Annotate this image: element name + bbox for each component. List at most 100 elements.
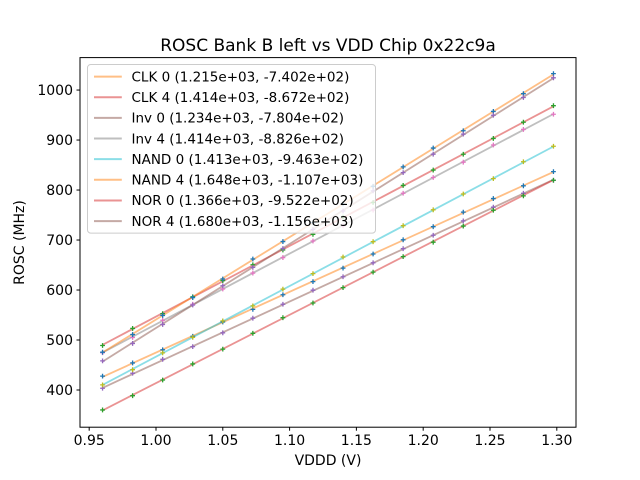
x-tick-label: 1.10: [274, 433, 305, 449]
x-axis-label: VDDD (V): [295, 453, 362, 469]
data-point: [310, 300, 316, 306]
data-point: [130, 360, 136, 366]
y-tick-label: 500: [46, 333, 73, 349]
data-point: [250, 315, 256, 321]
data-point: [490, 196, 496, 201]
data-point: [400, 183, 406, 188]
legend-item: CLK 0 (1.215e+03, -7.402e+02): [94, 69, 349, 85]
data-point: [520, 119, 526, 125]
plot-border: [79, 57, 577, 428]
data-point: [340, 274, 346, 280]
data-point: [190, 302, 196, 308]
x-tick-label: 1.15: [341, 433, 372, 449]
legend-frame: [87, 64, 376, 234]
data-point: [430, 167, 436, 173]
legend-item-label: Inv 0 (1.234e+03, -7.804e+02): [132, 111, 345, 127]
data-point: [460, 159, 466, 165]
data-point: [490, 142, 496, 148]
data-point: [551, 177, 556, 183]
data-point: [490, 112, 496, 118]
legend-item: NAND 4 (1.648e+03, -1.107e+03): [94, 173, 363, 189]
data-point: [190, 295, 196, 300]
data-point: [280, 255, 286, 260]
data-point: [220, 276, 226, 282]
data-point: [250, 265, 256, 270]
data-point: [280, 286, 286, 292]
data-point: [400, 254, 406, 260]
legend-item: CLK 4 (1.414e+03, -8.672e+02): [94, 90, 349, 106]
data-point: [250, 303, 256, 309]
legend-item-label: CLK 4 (1.414e+03, -8.672e+02): [132, 90, 350, 106]
data-point: [490, 176, 496, 182]
legend-item-label: Inv 4 (1.414e+03, -8.826e+02): [132, 131, 345, 147]
data-point: [130, 332, 136, 337]
y-tick-label: 700: [46, 233, 73, 249]
legend-item: NAND 0 (1.413e+03, -9.463e+02): [94, 152, 363, 168]
data-point: [430, 239, 436, 245]
data-point: [250, 256, 256, 262]
data-point: [430, 207, 436, 213]
data-point: [460, 151, 466, 157]
data-point: [100, 373, 105, 379]
x-tick-label: 1.05: [207, 433, 238, 449]
legend-item: Inv 0 (1.234e+03, -7.804e+02): [94, 111, 344, 127]
data-point: [340, 254, 346, 260]
data-point: [250, 330, 256, 336]
data-point: [280, 315, 286, 321]
data-point: [400, 170, 406, 176]
fit-line-inv-0: [102, 178, 554, 389]
data-point: [220, 283, 226, 289]
data-point: [130, 367, 136, 373]
data-point: [160, 356, 166, 362]
legend-box: CLK 0 (1.215e+03, -7.402e+02) CLK 4 (1.41…: [87, 64, 376, 234]
data-point: [551, 103, 556, 109]
data-point: [430, 175, 436, 180]
legend-item: NOR 4 (1.680e+03, -1.156e+03): [94, 214, 354, 230]
data-point: [310, 279, 316, 285]
x-tick-label: 0.95: [74, 433, 105, 449]
data-point: [280, 246, 286, 251]
legend-item-label: NAND 0 (1.413e+03, -9.463e+02): [132, 152, 364, 168]
fit-line-nor-0: [102, 179, 554, 412]
data-point: [340, 265, 346, 271]
data-point: [280, 292, 286, 298]
x-tick-label: 1.30: [541, 433, 572, 449]
data-point: [400, 190, 406, 196]
data-point: [490, 136, 496, 141]
data-point: [220, 346, 226, 352]
data-point: [520, 183, 526, 189]
y-tick-label: 900: [46, 133, 73, 149]
data-point: [340, 285, 346, 291]
data-point: [430, 232, 436, 238]
axes-layer: 0.95 1.00 1.05 1.10 1.15 1.20 1.25 1.30 400 500 60…: [37, 57, 577, 449]
data-point: [460, 191, 466, 197]
x-tick-label: 1.00: [140, 433, 171, 449]
data-point: [190, 334, 196, 340]
data-point: [160, 350, 166, 356]
data-point: [190, 344, 196, 349]
data-point: [400, 223, 406, 229]
data-point: [551, 143, 556, 149]
data-point: [310, 238, 316, 244]
data-point: [220, 318, 226, 324]
y-tick-label: 800: [46, 183, 73, 199]
data-point: [370, 239, 376, 245]
data-point: [520, 95, 526, 100]
data-point: [160, 313, 166, 318]
y-tick-label: 400: [46, 383, 73, 399]
data-point: [130, 393, 136, 399]
data-point: [430, 145, 436, 151]
legend-item-label: NAND 4 (1.648e+03, -1.107e+03): [132, 173, 364, 189]
fit-line-nand-0: [102, 145, 554, 386]
data-point: [250, 270, 256, 276]
data-point: [100, 407, 105, 413]
data-point: [551, 71, 556, 77]
y-tick-label: 600: [46, 283, 73, 299]
data-point: [460, 218, 466, 224]
chart-title: ROSC Bank B left vs VDD Chip 0x22c9a: [160, 36, 496, 56]
data-point: [460, 223, 466, 229]
data-point: [100, 382, 105, 388]
data-point: [370, 260, 376, 266]
